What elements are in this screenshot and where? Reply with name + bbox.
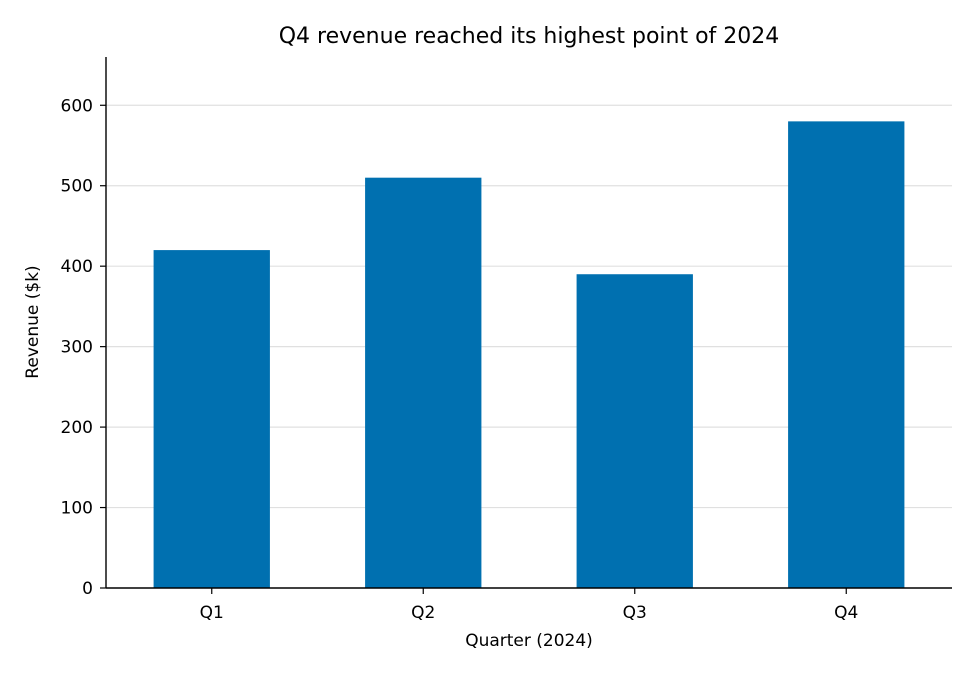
y-tick-label: 100 — [61, 499, 93, 519]
y-axis-label: Revenue ($k) — [23, 265, 43, 378]
y-tick-label: 300 — [61, 338, 93, 358]
bars — [153, 121, 905, 588]
x-tick-label: Q4 — [834, 603, 858, 623]
x-axis-label: Quarter (2024) — [465, 631, 593, 651]
y-tick-label: 600 — [61, 96, 93, 116]
bar-q1 — [153, 250, 270, 588]
y-ticks: 0 100 200 300 400 500 600 — [61, 96, 106, 599]
bar-q2 — [365, 177, 482, 588]
x-tick-label: Q2 — [411, 603, 435, 623]
x-tick-label: Q3 — [623, 603, 647, 623]
y-tick-label: 400 — [61, 257, 93, 277]
bar-q4 — [788, 121, 905, 588]
y-tick-label: 200 — [61, 418, 93, 438]
y-tick-label: 500 — [61, 177, 93, 197]
chart-title: Q4 revenue reached its highest point of … — [279, 24, 780, 49]
axes — [105, 57, 952, 589]
x-tick-label: Q1 — [200, 603, 224, 623]
x-ticks: Q1 Q2 Q3 Q4 — [200, 588, 858, 623]
y-tick-label: 0 — [82, 579, 93, 599]
bar-q3 — [576, 274, 693, 588]
